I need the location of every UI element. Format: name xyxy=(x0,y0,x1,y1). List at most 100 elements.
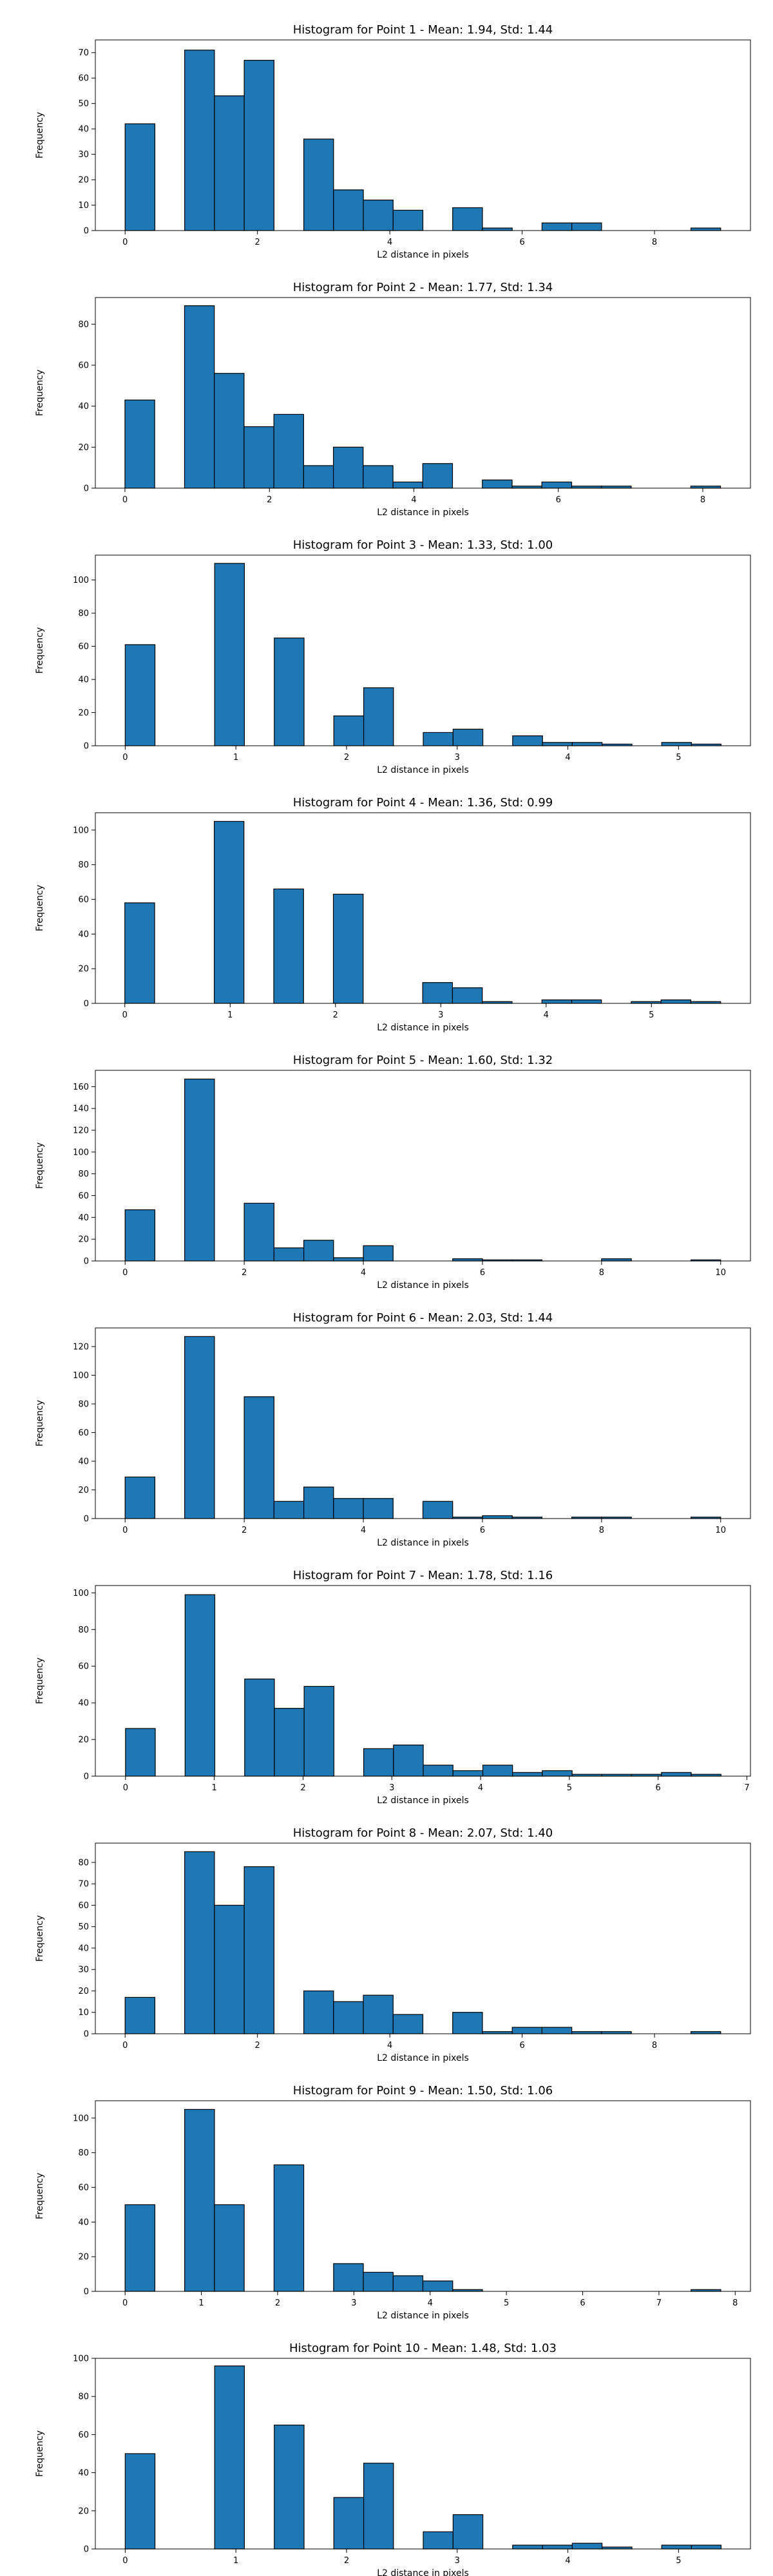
y-tick-label: 120 xyxy=(73,1342,89,1352)
y-tick-label: 60 xyxy=(78,2430,89,2440)
axes-frame xyxy=(95,2358,751,2550)
histogram-bar xyxy=(124,123,156,231)
y-tick-label: 0 xyxy=(84,1772,89,1782)
y-tick-label: 100 xyxy=(73,1148,89,1157)
y-axis-label: Frequency xyxy=(35,885,45,931)
histogram-bar xyxy=(452,2012,483,2034)
x-tick-label: 1 xyxy=(198,2298,204,2308)
histogram-bar xyxy=(332,446,364,489)
x-tick-label: 3 xyxy=(455,753,460,762)
x-tick-label: 1 xyxy=(227,1010,233,1020)
x-axis-label: L2 distance in pixels xyxy=(377,765,469,775)
histogram-bar xyxy=(691,2544,722,2550)
histogram-bar xyxy=(392,209,424,231)
histogram-bar xyxy=(571,999,602,1004)
y-tick-label: 100 xyxy=(73,576,89,585)
histogram-bar xyxy=(482,227,513,231)
y-axis-label: Frequency xyxy=(35,627,45,674)
histogram-bar xyxy=(214,563,245,746)
x-tick-label: 4 xyxy=(478,1783,483,1793)
y-tick-label: 50 xyxy=(78,99,89,109)
histogram-bar xyxy=(124,1996,156,2034)
histogram-bar xyxy=(392,2275,424,2292)
y-tick-label: 40 xyxy=(78,1699,89,1709)
histogram-bar xyxy=(363,2463,394,2550)
histogram-bar xyxy=(571,222,602,231)
y-tick-label: 40 xyxy=(78,1213,89,1223)
x-tick-label: 2 xyxy=(344,2556,349,2566)
y-axis-label: Frequency xyxy=(35,1658,45,1704)
y-tick-label: 60 xyxy=(78,2183,89,2193)
histogram-bar xyxy=(124,1476,156,1519)
x-tick-label: 8 xyxy=(599,1526,604,1535)
x-tick-label: 5 xyxy=(676,2556,681,2566)
chart-title: Histogram for Point 7 - Mean: 1.78, Std:… xyxy=(293,1569,553,1582)
histogram-bar xyxy=(124,2453,156,2550)
histogram-bar xyxy=(243,59,274,231)
x-tick-label: 0 xyxy=(122,2298,128,2308)
histogram-bar xyxy=(363,465,394,489)
y-tick-label: 50 xyxy=(78,1922,89,1932)
chart-title: Histogram for Point 8 - Mean: 2.07, Std:… xyxy=(293,1826,553,1840)
histogram-panel-1: 0 2 4 6 8 0 10 20 30 40 50 60 70 Histogram for Point … xyxy=(35,23,751,260)
x-tick-label: 6 xyxy=(480,1526,485,1535)
histogram-bar xyxy=(542,1770,573,1777)
x-tick-label: 4 xyxy=(565,753,570,762)
histogram-bar xyxy=(243,1396,274,1519)
y-tick-label: 60 xyxy=(78,74,89,84)
histogram-bar xyxy=(273,888,304,1004)
chart-title: Histogram for Point 2 - Mean: 1.77, Std:… xyxy=(293,281,553,294)
y-tick-label: 80 xyxy=(78,609,89,619)
histogram-bar xyxy=(274,1708,305,1777)
y-tick-label: 60 xyxy=(78,895,89,905)
x-tick-label: 4 xyxy=(411,495,416,505)
x-axis-label: L2 distance in pixels xyxy=(377,250,469,260)
y-tick-label: 20 xyxy=(78,176,89,185)
y-tick-label: 60 xyxy=(78,1428,89,1438)
x-tick-label: 10 xyxy=(715,1268,726,1278)
axes-frame xyxy=(95,812,751,1004)
y-axis-label: Frequency xyxy=(35,370,45,416)
x-tick-label: 2 xyxy=(255,238,260,247)
x-tick-label: 3 xyxy=(455,2556,460,2566)
histogram-bar xyxy=(303,138,334,231)
histogram-bar xyxy=(333,715,365,746)
x-tick-label: 8 xyxy=(652,2041,657,2050)
histogram-bar xyxy=(690,227,721,231)
y-tick-label: 40 xyxy=(78,1944,89,1953)
x-tick-label: 2 xyxy=(242,1268,247,1278)
x-tick-label: 4 xyxy=(565,2556,570,2566)
histogram-bar xyxy=(303,1240,334,1262)
x-tick-label: 10 xyxy=(715,1526,726,1535)
x-tick-label: 0 xyxy=(122,1268,128,1278)
histogram-bar xyxy=(124,1209,156,1262)
histogram-bar xyxy=(273,1501,305,1519)
x-tick-label: 2 xyxy=(333,1010,338,1020)
x-tick-label: 0 xyxy=(122,753,128,762)
histogram-bar xyxy=(422,982,453,1004)
x-tick-label: 0 xyxy=(122,2556,128,2566)
axes-frame xyxy=(95,297,751,489)
x-tick-label: 6 xyxy=(519,238,524,247)
histogram-bar xyxy=(661,1772,692,1777)
histogram-bar xyxy=(452,1770,484,1777)
y-tick-label: 80 xyxy=(78,2392,89,2402)
histogram-bar xyxy=(125,1728,156,1777)
y-tick-label: 10 xyxy=(78,2008,89,2018)
x-tick-label: 6 xyxy=(480,1268,485,1278)
x-tick-label: 4 xyxy=(428,2298,433,2308)
axes-frame xyxy=(95,1327,751,1519)
histogram-bar xyxy=(333,2263,364,2292)
histogram-bar xyxy=(124,399,155,489)
axes-frame xyxy=(95,2100,751,2292)
histogram-bar xyxy=(184,305,215,489)
y-tick-label: 60 xyxy=(78,642,89,652)
histogram-bar xyxy=(214,2204,245,2292)
y-tick-label: 80 xyxy=(78,320,89,330)
y-tick-label: 40 xyxy=(78,2218,89,2228)
x-tick-label: 6 xyxy=(580,2298,585,2308)
y-tick-label: 60 xyxy=(78,1662,89,1672)
chart-title: Histogram for Point 9 - Mean: 1.50, Std:… xyxy=(293,2084,553,2098)
